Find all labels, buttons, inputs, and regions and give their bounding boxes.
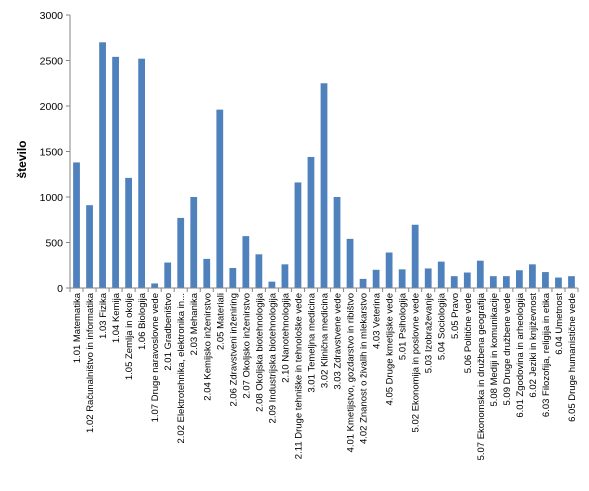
bar	[450, 276, 458, 288]
y-axis: 0 500 1000 1500 2000 2500 3000	[40, 10, 71, 295]
bar	[203, 258, 211, 288]
bar	[411, 224, 419, 288]
x-category-label: 1.02 Računalništvo in informatika	[85, 292, 96, 433]
x-axis: 1.01 Matematika 1.02 Računalništvo in inf…	[69, 287, 579, 460]
bar	[216, 109, 224, 288]
x-category-label: 5.03 Izobraževanje	[424, 293, 435, 373]
x-category-label: 5.04 Sociologija	[437, 292, 448, 360]
bar	[502, 276, 510, 288]
x-category-label: 3.02 Klinična medicina	[320, 292, 331, 388]
bar	[359, 278, 367, 288]
x-category-label: 5.09 Druge družbene vede	[502, 293, 513, 406]
y-axis-title: število	[15, 140, 29, 178]
bar	[125, 177, 132, 288]
x-category-label: 1.03 Fizika	[98, 292, 109, 339]
bar	[73, 162, 80, 288]
y-tick-label: 0	[57, 283, 63, 295]
bar	[242, 236, 250, 288]
x-category-label: 6.04 Umetnost	[554, 293, 565, 355]
x-category-label: 2.02 Elektrotehnika, elektronika in...	[176, 293, 187, 444]
y-tick-label: 2000	[40, 101, 64, 113]
x-category-label: 4.05 Druge kmetijske vede	[385, 293, 396, 405]
y-tick-label: 1000	[40, 192, 64, 204]
x-category-label: 4.03 Veterina	[372, 292, 383, 349]
x-category-label: 4.02 Znanost o živalih in mlekarstvo	[359, 293, 370, 444]
x-category-label: 2.09 Industrijska biotehnologija	[267, 292, 278, 423]
bar	[138, 58, 146, 289]
x-category-label: 1.04 Kemija	[111, 292, 122, 343]
x-category-label: 5.05 Pravo	[450, 293, 461, 339]
x-category-label: 1.05 Zemlja in okolje	[124, 293, 135, 380]
bars	[73, 42, 575, 289]
x-category-label: 6.01 Zgodovina in arheologija	[515, 292, 526, 417]
bar	[190, 197, 198, 288]
bar	[320, 83, 328, 288]
bar	[164, 262, 172, 288]
bar	[86, 205, 93, 288]
bar	[177, 217, 185, 288]
x-category-label: 3.03 Zdravstvene vede	[333, 293, 344, 390]
x-category-label: 1.06 Biologija	[137, 292, 148, 350]
bar	[307, 156, 315, 288]
bar	[555, 277, 562, 288]
bar	[268, 281, 276, 288]
x-category-label: 2.10 Nanotehnologija	[280, 292, 291, 383]
bar	[437, 261, 445, 288]
bar	[516, 270, 523, 288]
x-category-label: 2.04 Kemijsko inženirstvo	[202, 293, 213, 401]
x-category-label: 6.05 Druge humanistične vede	[567, 293, 578, 422]
y-tick-label: 2500	[40, 56, 64, 68]
bar	[372, 269, 380, 288]
x-category-label: 6.02 Jeziki in književnost	[528, 293, 539, 398]
bar	[476, 260, 484, 288]
bar	[542, 272, 549, 288]
x-category-label: 2.11 Druge tehniške in tehnološke vede	[293, 293, 304, 459]
bar	[398, 269, 406, 288]
x-category-label: 5.02 Ekonomija in poslovne vede	[411, 293, 422, 432]
x-category-label: 4.01 Kmetijstvo, gozdarstvo in ribištvo	[346, 293, 357, 452]
bar	[294, 182, 302, 288]
bar	[385, 252, 393, 288]
x-category-label: 3.01 Temeljna medicina	[306, 292, 317, 392]
y-tick-label: 500	[45, 238, 63, 250]
x-category-label: 2.05 Materiali	[215, 293, 226, 350]
bar	[424, 268, 432, 288]
y-tick-label: 3000	[40, 10, 64, 22]
bar	[346, 238, 354, 288]
x-category-label: 2.03 Mehanika	[189, 292, 200, 355]
bar	[463, 272, 471, 288]
x-category-label: 2.07 Okoljsko inženirstvo	[241, 293, 252, 399]
bar	[151, 283, 159, 288]
x-category-label: 2.01 Gradbeništvo	[163, 293, 174, 371]
x-category-label: 5.08 Mediji in komunikacije	[489, 293, 500, 407]
bar	[489, 276, 497, 288]
x-category-label: 5.07 Ekonomska in družbena geografija	[476, 292, 487, 460]
x-category-label: 1.07 Druge naravoslovne vede	[150, 293, 161, 422]
bar	[229, 267, 237, 288]
bar	[568, 276, 575, 288]
x-category-label: 5.06 Politične vede	[463, 293, 474, 373]
x-category-label: 5.01 Psihologija	[398, 292, 409, 360]
bar	[255, 254, 263, 288]
y-tick-label: 1500	[40, 147, 64, 159]
x-category-label: 1.01 Matematika	[72, 292, 83, 363]
bar	[333, 197, 341, 288]
x-category-label: 2.06 Zdravstveni inženiring	[228, 293, 239, 407]
bar	[529, 264, 536, 288]
x-category-label: 6.03 Filozofija, religija in etika	[541, 292, 552, 417]
bar	[99, 42, 106, 288]
bar	[281, 264, 289, 288]
bar	[112, 56, 119, 288]
x-category-label: 2.08 Okoljska biotehnologija	[254, 292, 265, 412]
